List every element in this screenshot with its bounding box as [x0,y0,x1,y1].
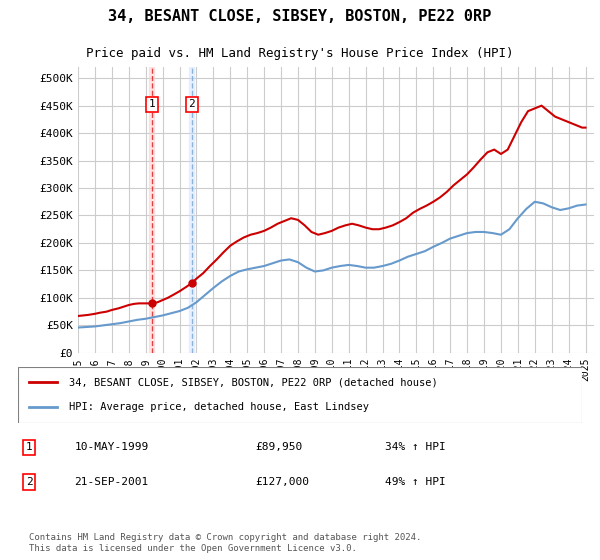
Bar [149,67,154,353]
Text: 21-SEP-2001: 21-SEP-2001 [74,477,149,487]
Text: Contains HM Land Registry data © Crown copyright and database right 2024.
This d: Contains HM Land Registry data © Crown c… [29,533,422,553]
Text: £89,950: £89,950 [255,442,302,452]
Text: 2: 2 [188,99,195,109]
Text: £127,000: £127,000 [255,477,309,487]
Text: 1: 1 [148,99,155,109]
Text: 34, BESANT CLOSE, SIBSEY, BOSTON, PE22 0RP: 34, BESANT CLOSE, SIBSEY, BOSTON, PE22 0… [109,10,491,24]
Text: 34% ↑ HPI: 34% ↑ HPI [385,442,445,452]
Text: 2: 2 [26,477,32,487]
Text: 34, BESANT CLOSE, SIBSEY, BOSTON, PE22 0RP (detached house): 34, BESANT CLOSE, SIBSEY, BOSTON, PE22 0… [69,377,437,388]
Text: Price paid vs. HM Land Registry's House Price Index (HPI): Price paid vs. HM Land Registry's House … [86,47,514,60]
Text: 10-MAY-1999: 10-MAY-1999 [74,442,149,452]
Bar [189,67,194,353]
FancyBboxPatch shape [18,367,582,423]
Text: 49% ↑ HPI: 49% ↑ HPI [385,477,445,487]
Text: 1: 1 [26,442,32,452]
Text: HPI: Average price, detached house, East Lindsey: HPI: Average price, detached house, East… [69,402,369,412]
